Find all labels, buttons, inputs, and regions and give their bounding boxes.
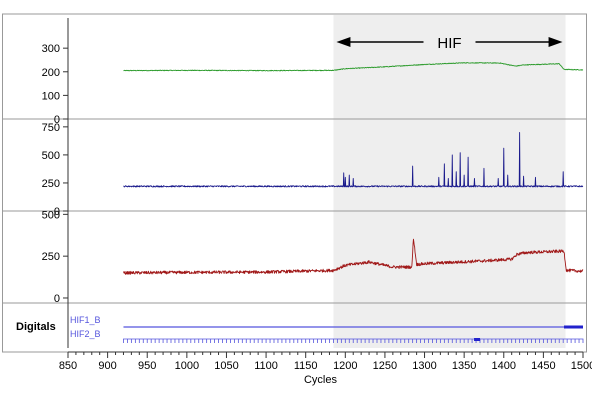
hif-region-shade	[333, 15, 566, 348]
panel-3-y-tick-label-0: 0	[54, 293, 60, 305]
digital-channel-2-pulses	[123, 338, 584, 343]
digital-channel-2-name: HIF2_B	[70, 329, 101, 339]
panel-1-y-tick-label-2: 200	[42, 67, 60, 79]
panel-3-y-tick-label-2: 500	[42, 209, 60, 221]
x-tick-label-10: 1350	[452, 360, 476, 372]
x-tick-label-9: 1300	[412, 360, 436, 372]
panel-3-y-tick-label-1: 250	[42, 251, 60, 263]
panel-3-series-line	[123, 238, 584, 275]
panel-2-y-tick-label-2: 500	[42, 150, 60, 162]
hif-arrow-right-head	[548, 37, 563, 47]
x-tick-label-6: 1150	[294, 360, 318, 372]
x-tick-label-11: 1400	[492, 360, 516, 372]
x-tick-label-0: 850	[59, 360, 77, 372]
panel-1-series-line	[123, 62, 584, 72]
panel-2-series-line	[123, 132, 584, 188]
digital-channel-1-name: HIF1_B	[70, 315, 101, 325]
panel-2-y-tick-label-0: 0	[54, 206, 60, 218]
hif-arrow-left-head	[336, 37, 351, 47]
x-tick-label-4: 1050	[214, 360, 238, 372]
x-tick-label-13: 1500	[571, 360, 592, 372]
x-axis-title: Cycles	[304, 374, 338, 386]
x-tick-label-12: 1450	[531, 360, 555, 372]
panel-2-y-tick-label-3: 750	[42, 122, 60, 134]
panel-2-y-tick-label-1: 250	[42, 178, 60, 190]
x-tick-label-8: 1250	[373, 360, 397, 372]
panel-1-y-tick-label-0: 0	[54, 114, 60, 126]
panel-1-y-tick-label-1: 100	[42, 90, 60, 102]
hif-region-label: HIF	[437, 35, 461, 52]
x-tick-label-7: 1200	[333, 360, 357, 372]
x-tick-label-5: 1100	[254, 360, 278, 372]
panel-1-y-tick-label-3: 300	[42, 43, 60, 55]
x-tick-label-2: 950	[138, 360, 156, 372]
x-tick-label-1: 900	[98, 360, 116, 372]
x-tick-label-3: 1000	[175, 360, 199, 372]
digital-channel-2-blip	[474, 338, 481, 341]
digital-channel-1-high	[563, 325, 583, 329]
digitals-label: Digitals	[16, 321, 56, 333]
